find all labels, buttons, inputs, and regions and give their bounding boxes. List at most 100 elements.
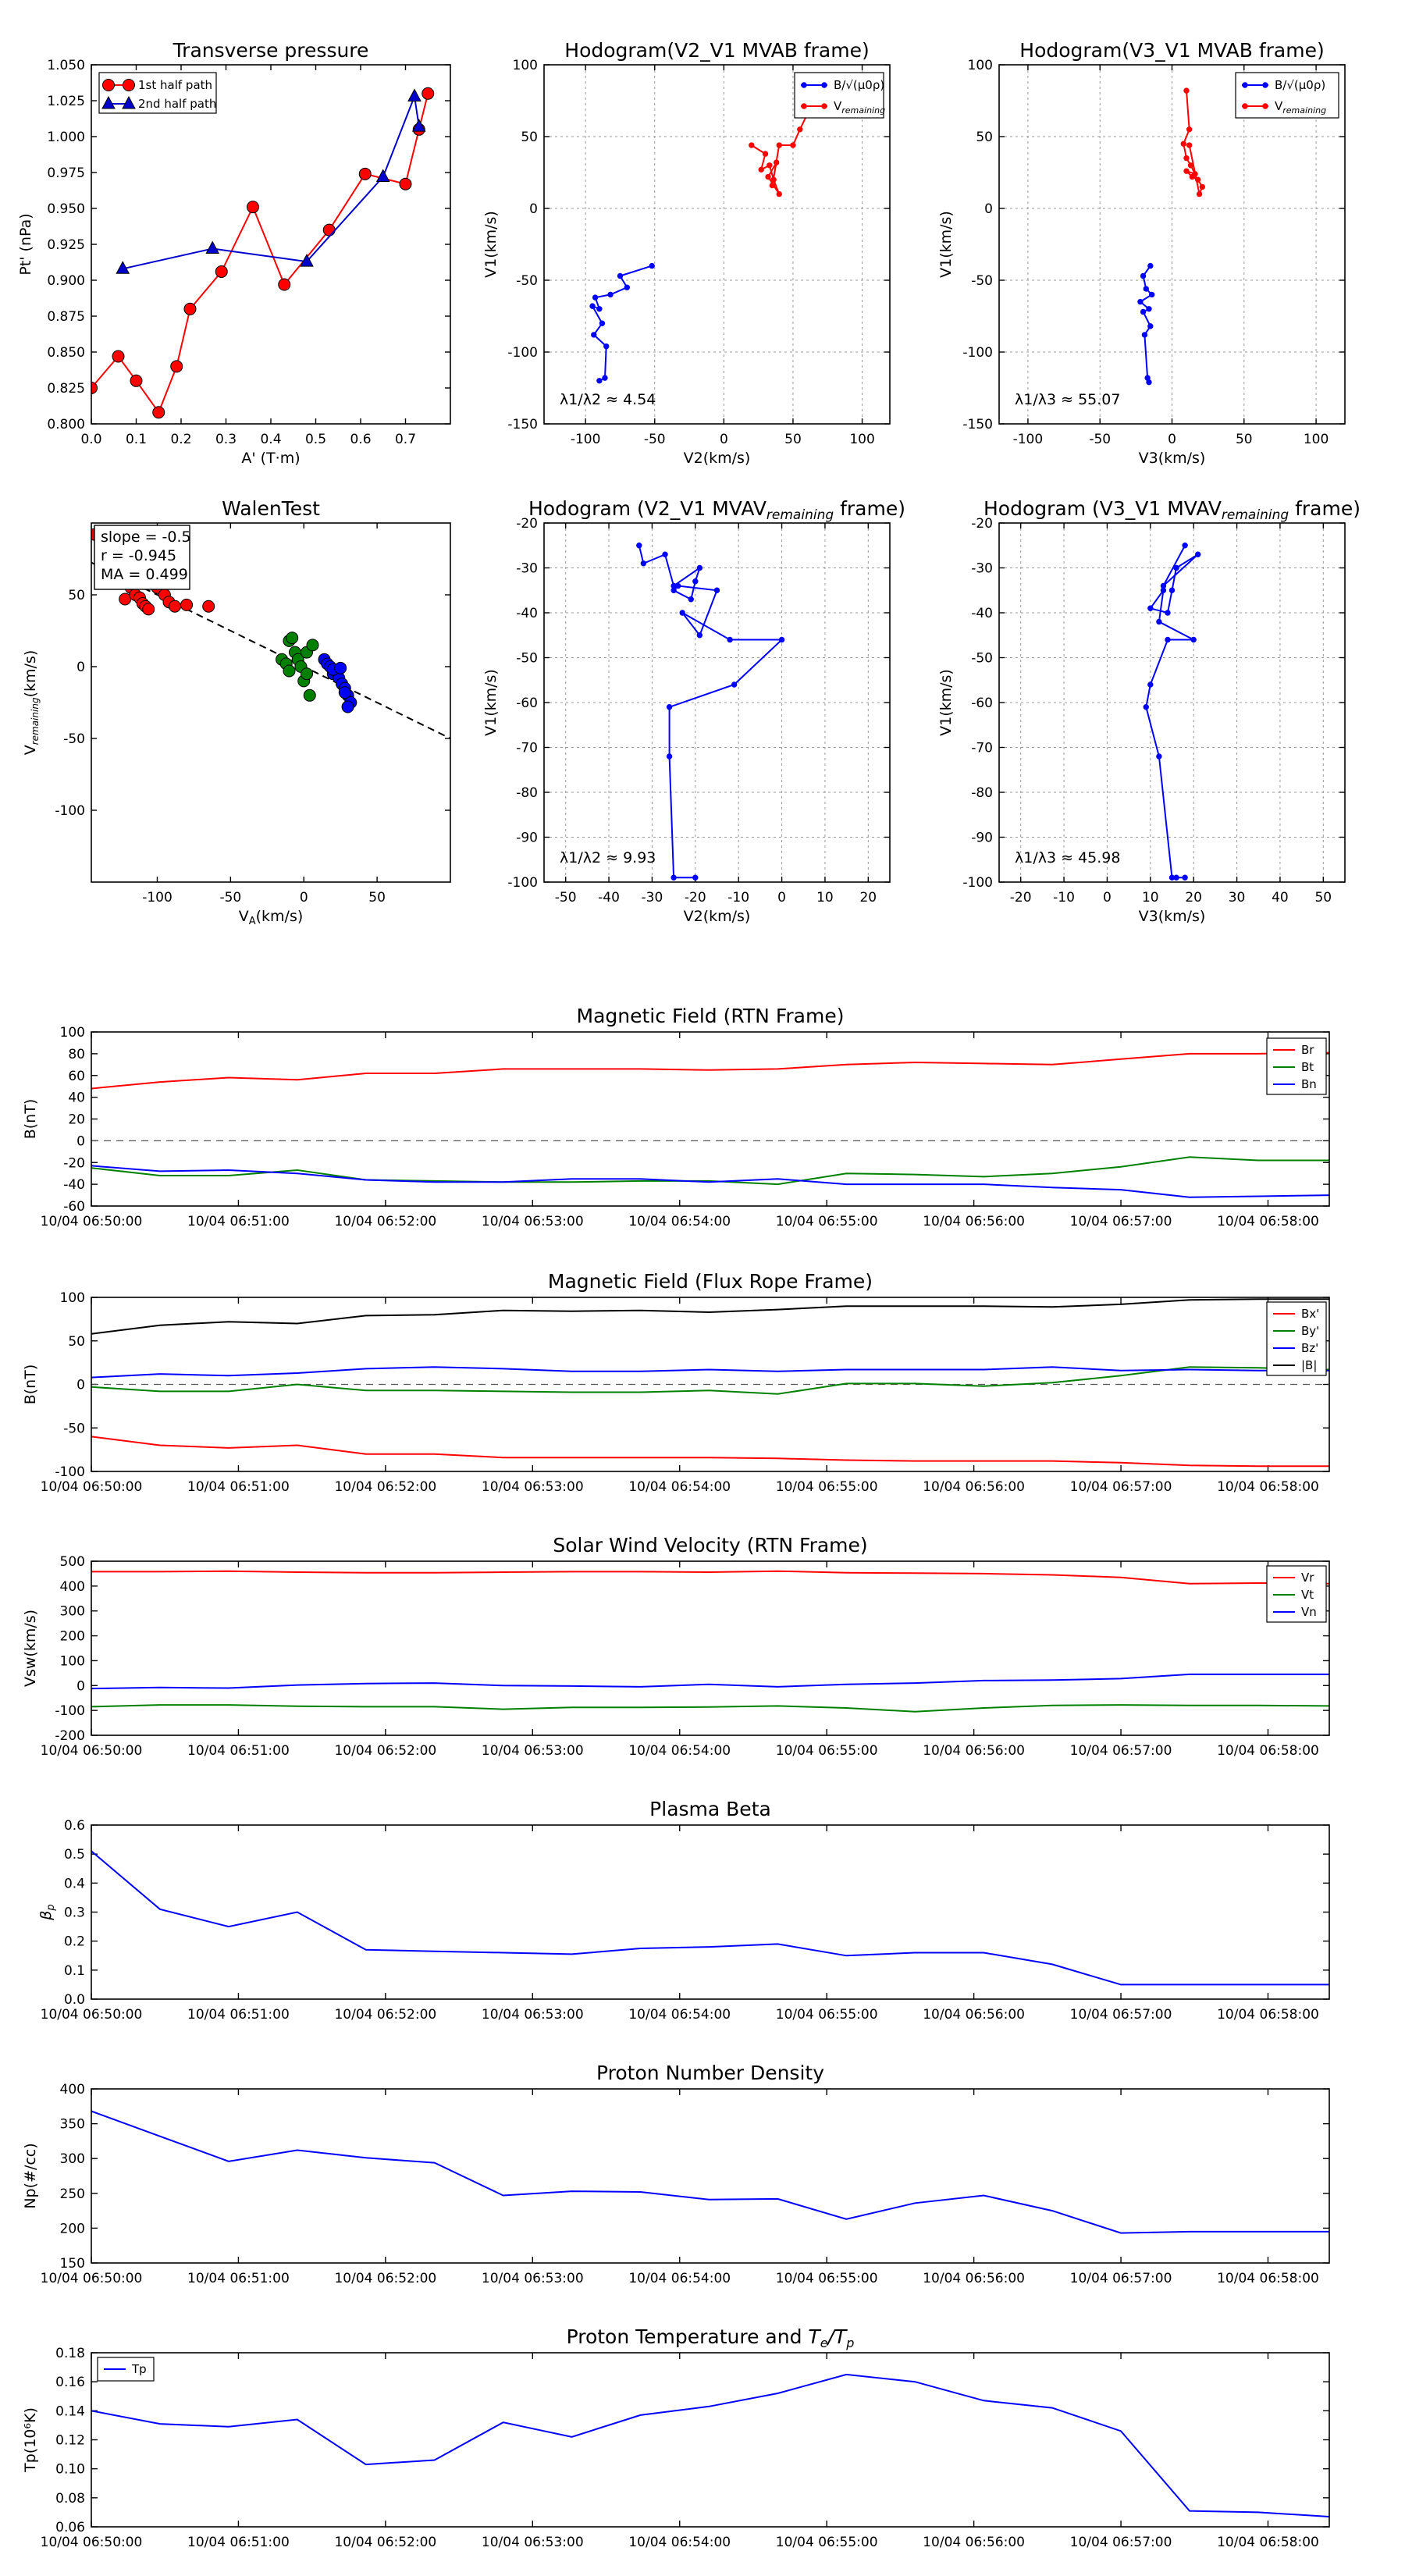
x-tick-label: 10/04 06:52:00: [334, 2535, 436, 2550]
data-point: [112, 350, 125, 363]
data-point: [592, 294, 599, 301]
x-tick-label: 0: [300, 890, 308, 906]
y-tick-label: 200: [60, 1629, 85, 1645]
data-point: [215, 265, 228, 278]
x-tick-label: 0: [720, 432, 728, 447]
legend-label: Vremaining: [834, 99, 885, 116]
data-point: [286, 632, 299, 645]
plot-area: [91, 2110, 1329, 2234]
x-tick-label: -100: [142, 890, 173, 906]
chart-mag_fr: 10/04 06:50:00 10/04 06:51:00 10/04 06:52:…: [22, 1270, 1330, 1495]
y-tick-label: 0.950: [47, 201, 85, 217]
legend: Vr Vt Vn: [1266, 1565, 1327, 1623]
x-tick-label: 0.0: [80, 432, 101, 447]
x-tick-label: 0.1: [126, 432, 147, 447]
chart-tp_t: 10/04 06:50:00 10/04 06:51:00 10/04 06:52:…: [22, 2325, 1330, 2550]
y-tick-label: -50: [516, 273, 538, 289]
x-tick-label: -50: [1089, 432, 1111, 447]
data-point: [692, 874, 699, 881]
data-point: [1147, 681, 1154, 688]
x-tick-label: 10/04 06:51:00: [187, 2007, 290, 2023]
y-axis-label: Vsw(km/s): [22, 1610, 39, 1687]
y-tick-label: 400: [60, 1579, 85, 1595]
y-tick-label: -150: [962, 417, 993, 432]
x-tick-label: 10: [1142, 890, 1159, 906]
x-axis-label: V3(km/s): [1139, 450, 1206, 467]
data-point: [1147, 323, 1154, 329]
y-tick-label: -30: [971, 561, 993, 577]
y-tick-label: 50: [68, 588, 85, 603]
x-tick-label: 10/04 06:52:00: [334, 1743, 436, 1759]
chart-title: WalenTest: [222, 497, 320, 520]
data-point: [1165, 610, 1171, 616]
y-tick-label: 300: [60, 2151, 85, 2167]
y-tick-label: -150: [507, 417, 538, 432]
x-tick-label: 10/04 06:55:00: [776, 1479, 878, 1495]
y-tick-label: 80: [68, 1047, 85, 1062]
data-point: [607, 291, 614, 298]
legend-label: Vremaining: [1275, 99, 1326, 116]
data-point: [152, 406, 165, 419]
x-axis-label: V2(km/s): [684, 908, 751, 925]
chart-h3: -50 -40 -30 -20 -10 0 10 20-100-90-80-70-60-50-…: [482, 497, 905, 925]
y-tick-label: -100: [55, 1464, 85, 1480]
y-axis-label: B(nT): [22, 1364, 39, 1405]
data-point: [1143, 286, 1149, 292]
chart-title: Hodogram(V3_V1 MVAB frame): [1019, 39, 1324, 62]
data-point: [142, 603, 155, 616]
x-tick-label: 0.5: [305, 432, 326, 447]
data-point: [1156, 753, 1162, 760]
data-point: [696, 564, 703, 571]
chart-title: Magnetic Field (Flux Rope Frame): [548, 1270, 873, 1293]
y-tick-label: -30: [516, 561, 538, 577]
axes-frame: [91, 522, 451, 883]
x-tick-label: 0.6: [350, 432, 371, 447]
data-point: [599, 320, 606, 326]
legend-label: Tp: [131, 2362, 147, 2376]
y-tick-label: 400: [60, 2082, 85, 2097]
data-point: [1199, 183, 1205, 190]
series-line-Bz': [91, 1366, 1329, 1379]
series-line-Vr: [91, 1570, 1329, 1585]
data-point: [596, 378, 603, 384]
legend-label: 2nd half path: [138, 97, 216, 111]
plot-area: [91, 1850, 1329, 1986]
y-tick-label: 300: [60, 1604, 85, 1620]
x-tick-label: 10/04 06:50:00: [41, 1214, 143, 1229]
x-tick-label: 10/04 06:53:00: [482, 2007, 584, 2023]
series-line-Tp: [91, 2373, 1329, 2517]
y-tick-label: 50: [68, 1334, 85, 1350]
data-point: [306, 639, 319, 652]
x-tick-label: 10/04 06:53:00: [482, 2271, 584, 2286]
x-tick-label: 10/04 06:58:00: [1217, 2535, 1319, 2550]
y-tick-label: 200: [60, 2221, 85, 2236]
legend-marker: [1242, 103, 1248, 109]
x-tick-label: 10/04 06:55:00: [776, 2535, 878, 2550]
y-tick-label: 0.06: [55, 2520, 85, 2535]
x-tick-label: -100: [571, 432, 601, 447]
x-tick-label: 10/04 06:50:00: [41, 2007, 143, 2023]
series-line-0: [1145, 545, 1199, 879]
data-point: [670, 587, 677, 593]
x-tick-label: 10/04 06:55:00: [776, 1214, 878, 1229]
x-tick-label: 20: [1185, 890, 1202, 906]
chart-wt: -100 -50 0 50 -100 -50 0 50 WalenTest VA(km/s) Vre…: [22, 497, 451, 927]
data-point: [1147, 605, 1154, 611]
y-axis-label: V1(km/s): [937, 669, 955, 736]
y-tick-label: 1.050: [47, 58, 85, 73]
data-point: [1148, 291, 1155, 298]
data-point: [617, 272, 624, 279]
y-tick-label: 0.925: [47, 237, 85, 253]
data-point: [283, 664, 296, 678]
y-tick-label: 100: [60, 1025, 85, 1041]
data-point: [758, 166, 764, 173]
series-line-|B|: [91, 1298, 1329, 1335]
data-point: [765, 173, 771, 180]
chart-title: Magnetic Field (RTN Frame): [577, 1005, 845, 1027]
y-tick-label: 0.14: [55, 2403, 85, 2419]
y-tick-label: 0.10: [55, 2462, 85, 2478]
y-tick-label: 0.3: [64, 1905, 85, 1921]
y-axis-label: V1(km/s): [937, 211, 955, 278]
series-line-Bn: [91, 1165, 1329, 1198]
data-point: [183, 302, 197, 315]
